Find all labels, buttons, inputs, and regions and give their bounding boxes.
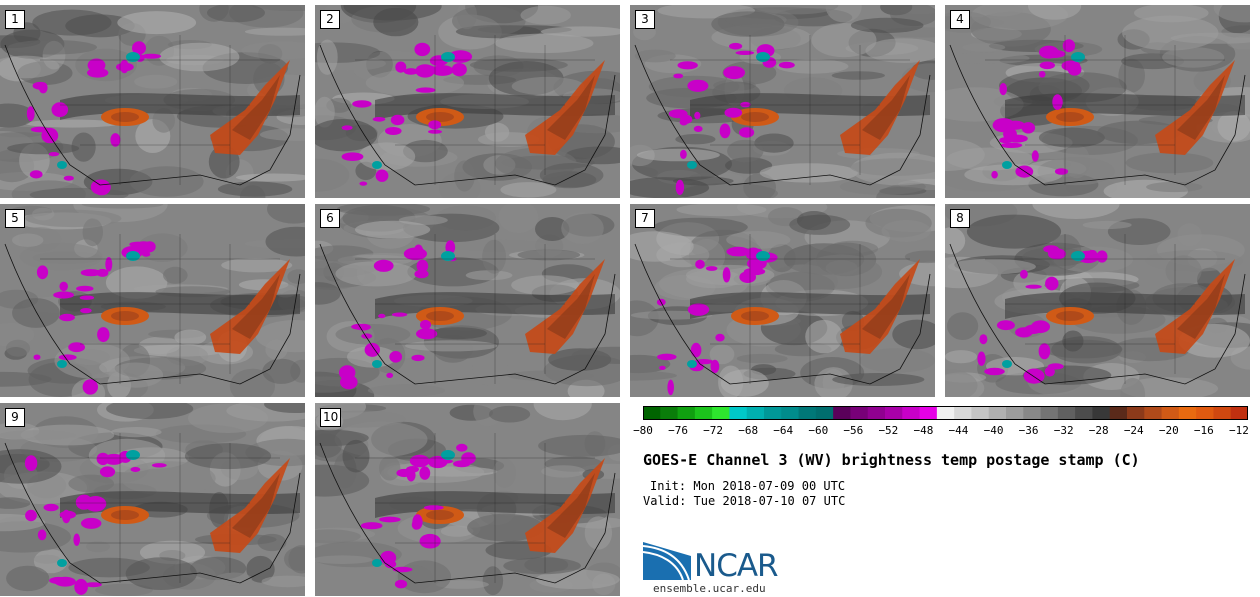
stamp-panel-4: 4 — [945, 5, 1250, 198]
colorbar-tick-label: −20 — [1158, 424, 1179, 437]
colorbar-segment — [1230, 406, 1248, 420]
colorbar-tick-label: −68 — [738, 424, 759, 437]
stamp-panel-2: 2 — [315, 5, 620, 198]
colorbar-segment — [798, 406, 817, 420]
ncar-logo-text: NCAR — [694, 548, 779, 584]
logo-url: ensemble.ucar.edu — [653, 582, 766, 595]
stamp-panel-9: 9 — [0, 403, 305, 596]
colorbar-tick-label: −12 — [1228, 424, 1249, 437]
colorbar-tick-label: −72 — [703, 424, 724, 437]
colorbar-segment — [885, 406, 903, 420]
colorbar-segment — [1178, 406, 1197, 420]
wv-map-5 — [0, 204, 305, 397]
colorbar-segment — [1127, 406, 1145, 420]
colorbar-tick-label: −60 — [808, 424, 829, 437]
stamp-panel-5: 5 — [0, 204, 305, 397]
stamp-panel-8: 8 — [945, 204, 1250, 397]
colorbar-segment — [919, 406, 938, 420]
wv-map-9 — [0, 403, 305, 596]
wv-map-3 — [630, 5, 935, 198]
colorbar-segment — [1161, 406, 1180, 420]
ncar-logo — [643, 542, 691, 581]
colorbar-tick-label: −44 — [948, 424, 969, 437]
colorbar-segment — [1144, 406, 1163, 420]
colorbar-tick-label: −16 — [1193, 424, 1214, 437]
colorbar-segment — [954, 406, 972, 420]
colorbar-segment — [643, 406, 661, 420]
colorbar-tick-label: −76 — [668, 424, 688, 437]
colorbar-segment — [1075, 406, 1093, 420]
colorbar-tick-label: −56 — [843, 424, 864, 437]
colorbar-segment — [712, 406, 730, 420]
stamp-panel-10: 10 — [315, 403, 620, 596]
colorbar-tick-label: −80 — [633, 424, 653, 437]
colorbar-segment — [867, 406, 886, 420]
colorbar-segment — [850, 406, 869, 420]
colorbar-segment — [1196, 406, 1214, 420]
colorbar-segment — [729, 406, 748, 420]
colorbar-segment — [815, 406, 834, 420]
colorbar-tick-label: −48 — [913, 424, 934, 437]
colorbar-segment — [764, 406, 782, 420]
colorbar-tick-label: −32 — [1053, 424, 1074, 437]
colorbar-segment — [988, 406, 1007, 420]
stamp-panel-1: 1 — [0, 5, 305, 198]
colorbar-tick-labels: −80 −76 −72 −68 −64 −60 −56 −52 −48 −44 −40 −36 −32 −… — [630, 424, 1256, 440]
colorbar-tick-label: −52 — [878, 424, 899, 437]
stamp-number-9: 9 — [5, 408, 25, 427]
colorbar-segment — [1109, 406, 1128, 420]
colorbar-segment — [677, 406, 696, 420]
figure-title: GOES-E Channel 3 (WV) brightness temp po… — [643, 451, 1140, 469]
stamp-panel-7: 7 — [630, 204, 935, 397]
colorbar-segment — [902, 406, 921, 420]
wv-map-1 — [0, 5, 305, 198]
colorbar-tick-label: −24 — [1123, 424, 1144, 437]
colorbar-segment — [936, 406, 955, 420]
colorbar-segment — [1040, 406, 1059, 420]
colorbar-segment — [1092, 406, 1111, 420]
stamp-number-7: 7 — [635, 209, 655, 228]
stamp-number-3: 3 — [635, 10, 655, 29]
wv-map-4 — [945, 5, 1250, 198]
colorbar-segment — [971, 406, 990, 420]
wv-map-7 — [630, 204, 935, 397]
colorbar-tick-label: −36 — [1018, 424, 1039, 437]
colorbar-segment — [833, 406, 851, 420]
init-time: Init: Mon 2018-07-09 00 UTC — [650, 479, 846, 493]
wv-map-6 — [315, 204, 620, 397]
stamp-number-10: 10 — [320, 408, 342, 427]
stamp-panel-6: 6 — [315, 204, 620, 397]
stamp-number-1: 1 — [5, 10, 25, 29]
stamp-number-5: 5 — [5, 209, 25, 228]
wv-map-8 — [945, 204, 1250, 397]
valid-time: Valid: Tue 2018-07-10 07 UTC — [643, 494, 846, 508]
stamp-number-4: 4 — [950, 10, 970, 29]
colorbar-tick-label: −64 — [773, 424, 794, 437]
colorbar-segment — [694, 406, 713, 420]
colorbar-segment — [781, 406, 800, 420]
colorbar-segment — [1023, 406, 1042, 420]
colorbar-tick-label: −28 — [1088, 424, 1109, 437]
stamp-panel-3: 3 — [630, 5, 935, 198]
colorbar — [643, 406, 1248, 420]
stamp-number-6: 6 — [320, 209, 340, 228]
wv-map-10 — [315, 403, 620, 596]
wv-map-2 — [315, 5, 620, 198]
colorbar-segment — [746, 406, 765, 420]
colorbar-tick-label: −40 — [983, 424, 1004, 437]
colorbar-segment — [1213, 406, 1232, 420]
stamp-number-8: 8 — [950, 209, 970, 228]
colorbar-segment — [1057, 406, 1076, 420]
stamp-number-2: 2 — [320, 10, 340, 29]
colorbar-segment — [1006, 406, 1024, 420]
colorbar-segment — [660, 406, 679, 420]
